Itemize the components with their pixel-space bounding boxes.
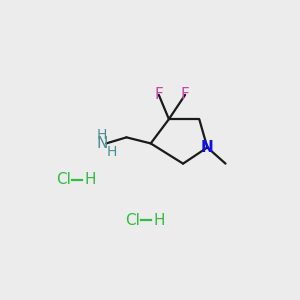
Text: H: H xyxy=(153,213,165,228)
Text: Cl: Cl xyxy=(56,172,71,187)
Text: F: F xyxy=(181,87,190,102)
Text: F: F xyxy=(154,87,163,102)
Text: H: H xyxy=(97,128,107,142)
Text: N: N xyxy=(97,136,108,151)
Text: N: N xyxy=(201,140,214,155)
Text: Cl: Cl xyxy=(125,213,140,228)
Text: H: H xyxy=(107,145,118,158)
Text: H: H xyxy=(84,172,96,187)
